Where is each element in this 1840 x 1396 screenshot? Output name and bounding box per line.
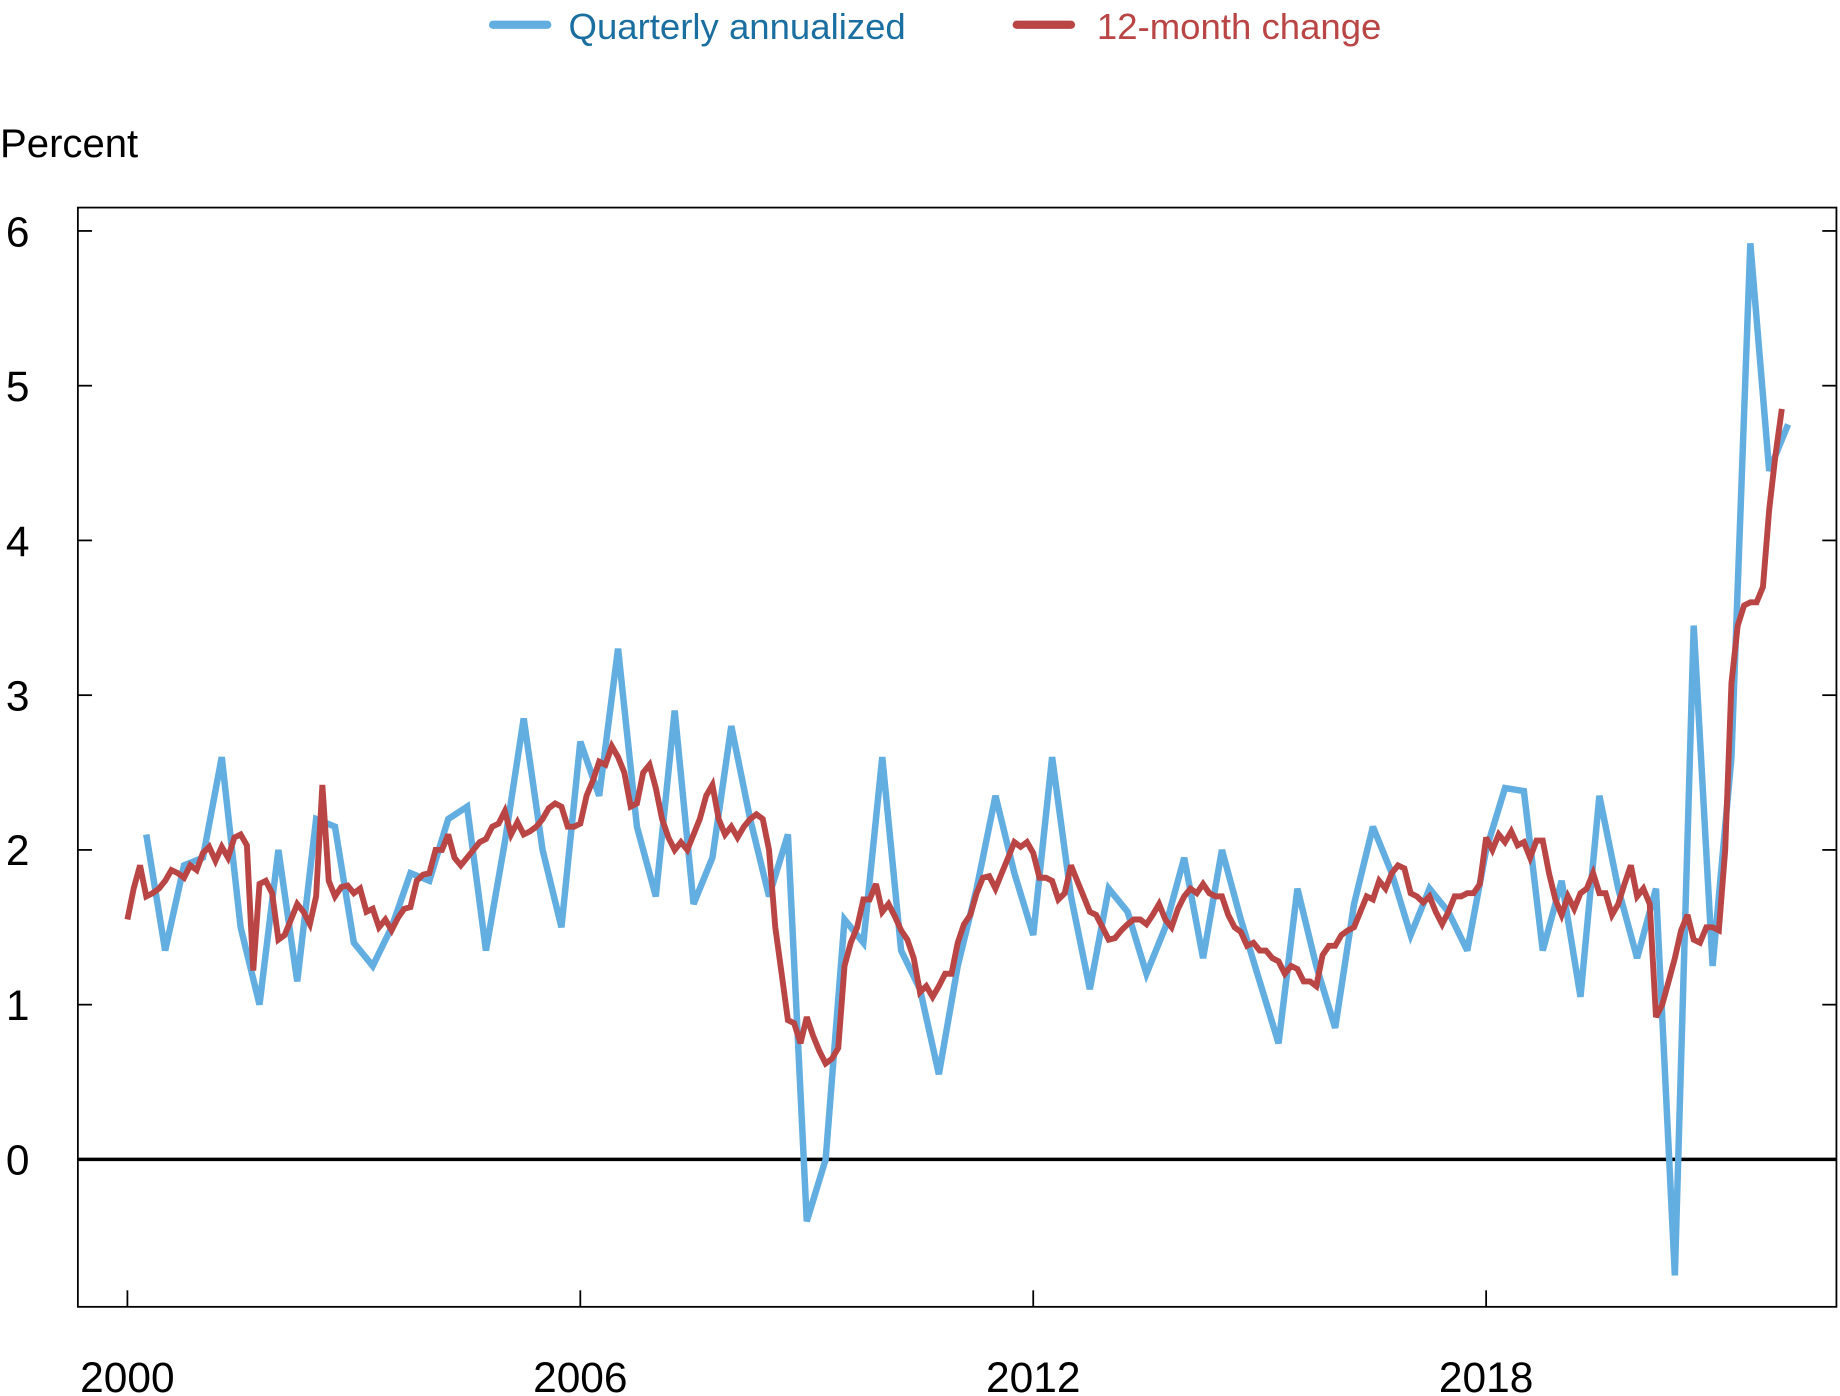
y-tick-label: 0 xyxy=(6,1137,30,1184)
y-tick-label: 3 xyxy=(6,673,30,720)
y-tick-label: 6 xyxy=(6,208,30,255)
series-group xyxy=(124,243,1792,1276)
legend-label-12-month-change: 12-month change xyxy=(1097,6,1381,47)
y-tick-label: 5 xyxy=(6,363,30,410)
x-tick-label: 2006 xyxy=(533,1354,627,1396)
legend: Quarterly annualized 12-month change xyxy=(488,6,1381,47)
y-tick-label: 2 xyxy=(6,827,30,874)
y-tick-label: 1 xyxy=(6,982,30,1029)
series-points-quarterly-annualized xyxy=(146,243,1789,1276)
series-line-quarterly-annualized xyxy=(143,243,1792,1276)
y-tick-label: 4 xyxy=(6,518,30,565)
series-points-12-month-change xyxy=(127,408,1782,1064)
x-tick-label: 2000 xyxy=(80,1354,174,1396)
plot-frame xyxy=(76,206,1838,1308)
legend-label-quarterly-annualized: Quarterly annualized xyxy=(569,6,906,47)
x-tick-label: 2018 xyxy=(1439,1354,1533,1396)
x-tick-label: 2012 xyxy=(986,1354,1080,1396)
series-line-12-month-change xyxy=(124,408,1785,1068)
y-axis: 0 1 2 3 4 5 6 xyxy=(6,208,1837,1184)
x-axis: 2000 2006 2012 2018 xyxy=(80,1290,1533,1396)
y-axis-title: Percent xyxy=(0,122,138,166)
